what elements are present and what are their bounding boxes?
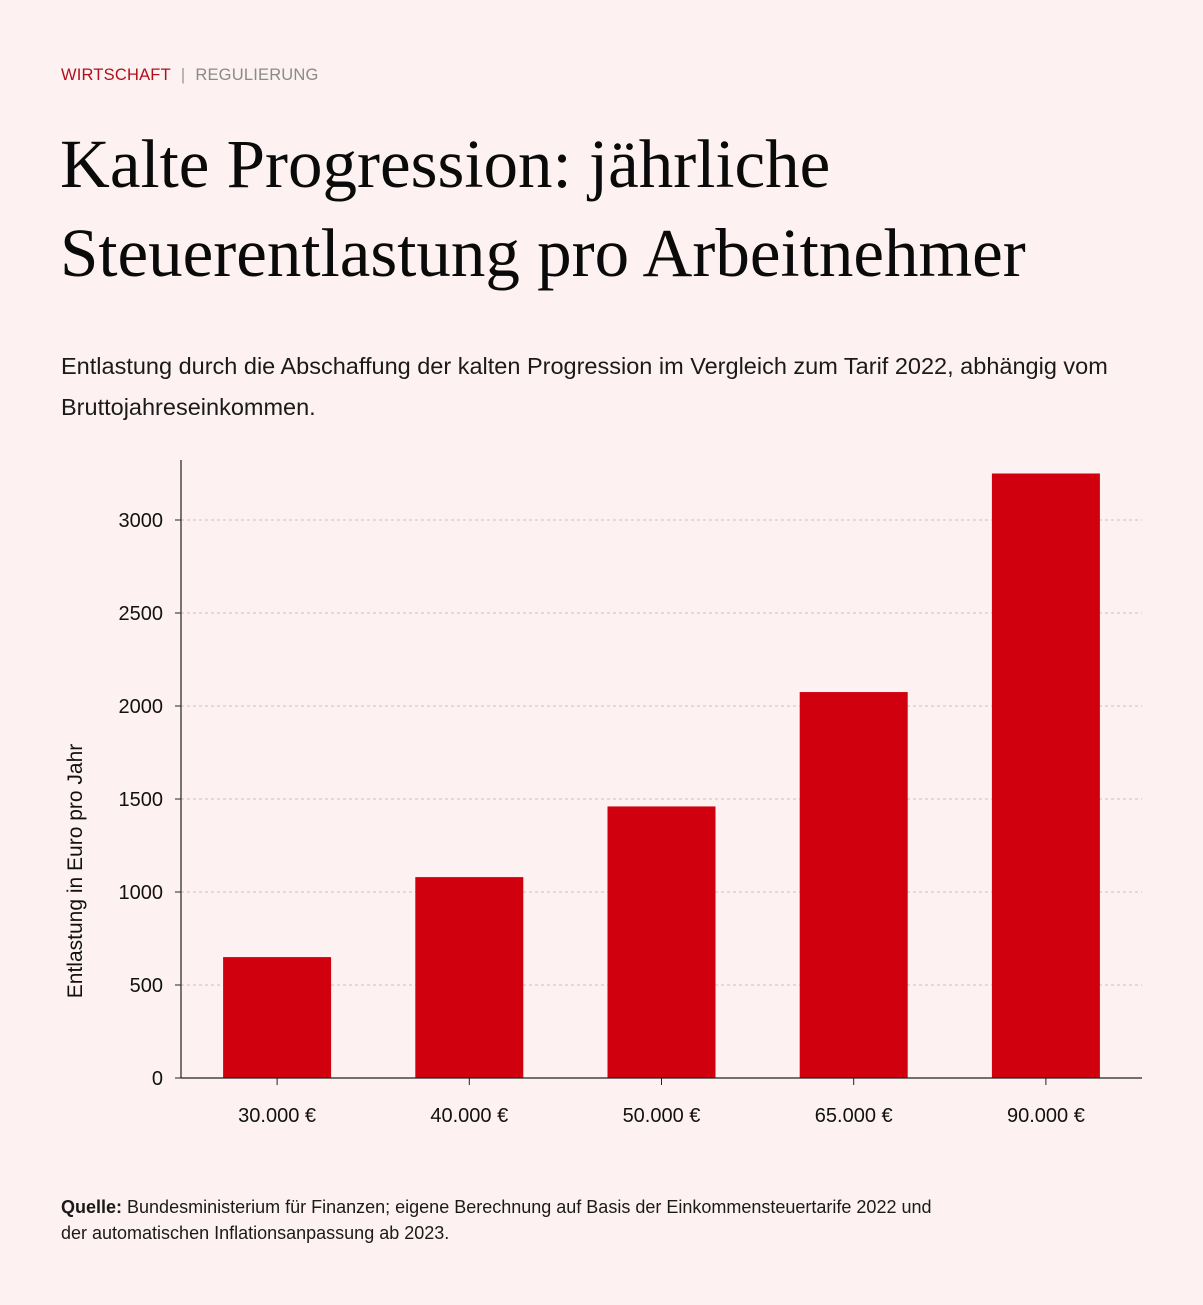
bar: [799, 692, 908, 1078]
kicker-category[interactable]: WIRTSCHAFT: [61, 66, 171, 84]
bar: [223, 957, 332, 1078]
y-tick-label: 1500: [119, 789, 164, 811]
source-text: Bundesministerium für Finanzen; eigene B…: [61, 1197, 932, 1243]
y-tick-label: 2500: [119, 603, 164, 625]
source-label: Quelle:: [61, 1197, 123, 1217]
y-tick-label: 500: [130, 975, 163, 997]
chart-title: Kalte Progression: jährliche Steuerentla…: [60, 126, 1026, 291]
x-tick-label: 50.000 €: [623, 1105, 701, 1127]
x-tick-label: 40.000 €: [430, 1105, 508, 1127]
chart-subtitle: Entlastung durch die Abschaffung der kal…: [61, 353, 1108, 420]
x-tick-label: 30.000 €: [238, 1105, 316, 1127]
y-tick-label: 0: [152, 1068, 163, 1090]
y-tick-label: 2000: [119, 696, 164, 718]
kicker: WIRTSCHAFT | REGULIERUNG: [61, 66, 319, 85]
kicker-subcategory[interactable]: REGULIERUNG: [195, 66, 319, 84]
bar-chart: 0 500 1000 1500 2000 2500 3000 30.000 € 40.000 €…: [64, 460, 1142, 1127]
bar: [991, 473, 1100, 1078]
kicker-separator: |: [180, 66, 186, 84]
bar: [415, 877, 524, 1078]
y-tick-label: 3000: [119, 510, 164, 532]
y-tick-label: 1000: [119, 882, 164, 904]
source-note: Quelle: Bundesministerium für Finanzen; …: [61, 1194, 961, 1246]
y-axis-label: Entlastung in Euro pro Jahr: [64, 744, 87, 998]
x-tick-label: 65.000 €: [815, 1105, 893, 1127]
bar: [607, 806, 716, 1078]
x-tick-label: 90.000 €: [1007, 1105, 1085, 1127]
